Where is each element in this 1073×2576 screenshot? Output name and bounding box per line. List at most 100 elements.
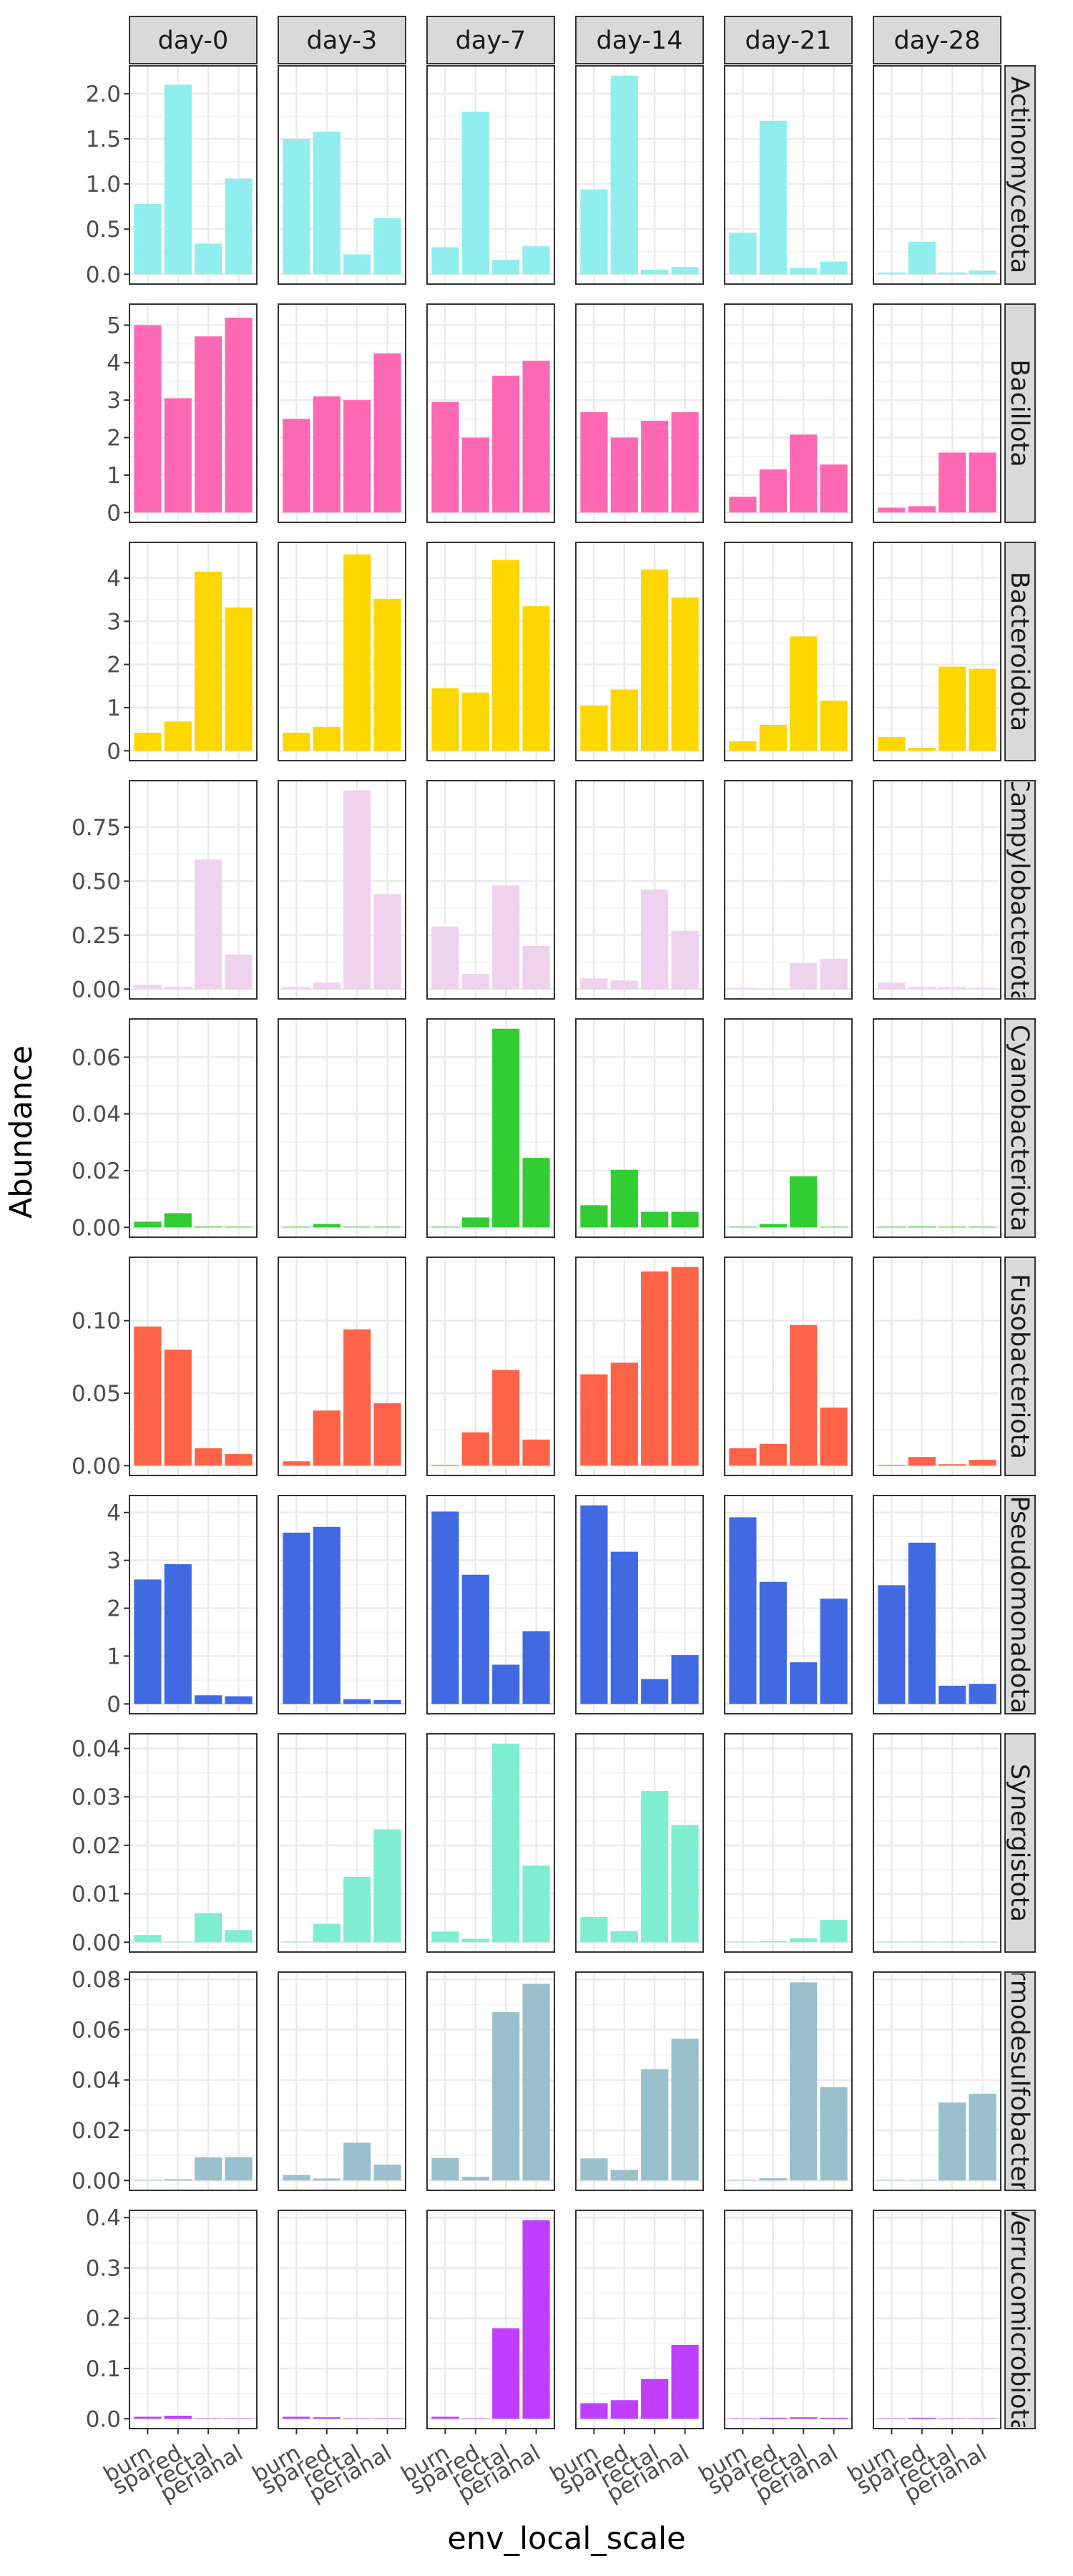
y-tick-label: 0.0	[86, 2406, 121, 2432]
panel-border	[278, 1495, 406, 1714]
panel-day-7-Thermodesulfobacteriota	[426, 1971, 555, 2191]
bar-rectal	[195, 1913, 222, 1943]
bar-rectal	[939, 272, 966, 275]
bar-perianal	[820, 701, 848, 751]
y-tick-label: 0.04	[72, 1736, 121, 1762]
bar-perianal	[225, 2157, 253, 2181]
y-tick-label: 0.04	[72, 1102, 121, 1128]
bar-rectal	[195, 859, 222, 990]
panel-day-0-Synergistota	[129, 1733, 258, 1953]
bar-rectal	[641, 1211, 669, 1228]
panel-day-7-Cyanobacteriota	[426, 1018, 555, 1238]
row-strip	[1004, 303, 1036, 523]
bar-spared	[313, 982, 340, 990]
bar-burn	[729, 987, 757, 990]
bar-rectal	[195, 243, 222, 275]
panel-border	[278, 1257, 406, 1476]
y-tick-label: 1	[107, 463, 121, 489]
bar-rectal	[343, 400, 371, 513]
panel-day-28-Actinomycetota	[873, 65, 1001, 285]
bar-perianal	[969, 452, 996, 513]
bar-burn	[580, 189, 608, 275]
panel-border	[873, 2210, 1001, 2429]
bar-perianal	[225, 178, 253, 275]
panel-border	[724, 303, 853, 523]
bar-rectal	[492, 1743, 520, 1943]
y-tick-label: 0.10	[72, 1309, 121, 1335]
row-strip-label: Bacillota	[1005, 359, 1034, 467]
row-strip-label: Pseudomonadota	[1005, 1496, 1034, 1713]
panel-border	[129, 1257, 258, 1476]
panel-background	[873, 66, 1001, 284]
panel-day-7-Synergistota	[426, 1733, 555, 1953]
bar-spared	[164, 1563, 192, 1704]
bar-perianal	[522, 1631, 550, 1704]
bar-spared	[313, 131, 340, 275]
bar-spared	[610, 2400, 638, 2419]
row-strip-label-group: Pseudomonadota	[1005, 1496, 1034, 1713]
row-strip-label-group: Thermodesulfobacteriota	[1005, 1974, 1034, 2189]
row-strip	[1004, 780, 1036, 1000]
y-tick-label: 3	[107, 1548, 121, 1574]
panel-background	[873, 781, 1001, 999]
panel-background	[427, 1257, 554, 1475]
row-strip-label-group: Bacteroidota	[1005, 572, 1034, 732]
bar-spared	[610, 1362, 638, 1466]
panel-day-21-Bacillota	[724, 303, 853, 523]
panel-border	[129, 1018, 258, 1238]
bar-spared	[461, 692, 489, 751]
row-strip	[1004, 542, 1036, 761]
bar-perianal	[225, 607, 253, 751]
bar-spared	[164, 1350, 192, 1466]
bar-burn	[580, 705, 608, 751]
bar-perianal	[820, 2087, 848, 2181]
panel-border	[426, 1257, 555, 1476]
bar-spared	[164, 1941, 192, 1943]
y-tick-label: 4	[107, 1501, 121, 1526]
panel-background	[873, 1734, 1001, 1952]
panel-border	[724, 1257, 853, 1476]
panel-border	[278, 65, 406, 285]
panel-day-3-Fusobacteriota	[278, 1257, 406, 1476]
bar-perianal	[820, 1920, 848, 1943]
bar-perianal	[522, 606, 550, 751]
y-tick-label: 0.08	[72, 1967, 121, 1993]
bar-spared	[313, 1923, 340, 1943]
y-tick-label: 0.00	[72, 977, 121, 1002]
panel-day-28-Fusobacteriota	[873, 1257, 1001, 1476]
y-tick-label: 0.3	[86, 2255, 121, 2281]
bar-burn	[134, 985, 162, 990]
panel-border	[575, 303, 704, 523]
panel-border	[873, 1257, 1001, 1476]
panel-background	[725, 2210, 852, 2429]
bar-rectal	[939, 1685, 966, 1704]
bar-spared	[908, 1226, 936, 1228]
panel-border	[575, 780, 704, 1000]
facet-strip-label: day-3	[307, 26, 378, 55]
bar-burn	[580, 1374, 608, 1466]
panel-background	[873, 1257, 1001, 1475]
bar-burn	[431, 2416, 459, 2419]
bar-rectal	[790, 1938, 818, 1943]
panel-day-14-Campylobacterota	[575, 780, 704, 1000]
bar-burn	[580, 411, 608, 513]
panel-day-0-Bacteroidota	[129, 542, 258, 761]
row-strip	[1004, 1971, 1036, 2191]
bar-rectal	[343, 1329, 371, 1466]
y-tick-label: 0	[107, 500, 121, 526]
panel-day-21-Pseudomonadota	[724, 1495, 853, 1714]
facet-strip-label: day-28	[894, 26, 981, 55]
bar-rectal	[939, 452, 966, 513]
bar-spared	[164, 721, 192, 751]
bar-perianal	[671, 597, 699, 751]
panel-border	[873, 1971, 1001, 2191]
y-tick-label: 0.75	[72, 815, 121, 841]
panel-day-21-Actinomycetota	[724, 65, 853, 285]
panel-day-14-Cyanobacteriota	[575, 1018, 704, 1238]
bar-rectal	[641, 889, 669, 990]
facet-strip-day-3	[278, 16, 406, 64]
bar-spared	[610, 980, 638, 990]
panel-day-21-Cyanobacteriota	[724, 1018, 853, 1238]
panel-border	[575, 1495, 704, 1714]
facet-strip-day-28	[873, 16, 1001, 64]
